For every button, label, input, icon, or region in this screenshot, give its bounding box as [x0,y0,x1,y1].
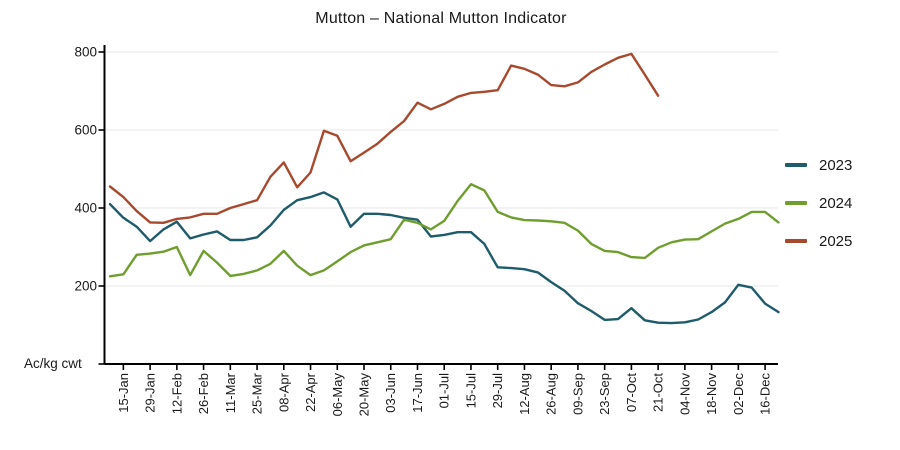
x-tick-label: 01-Jul [437,373,452,409]
legend: 2023 2024 2025 [785,146,852,260]
chart-title: Mutton – National Mutton Indicator [315,10,567,27]
y-tick-label: 800 [74,45,97,60]
legend-item-2023: 2023 [785,146,852,184]
legend-swatch-2025 [785,239,807,243]
x-tick-label: 06-May [330,373,345,417]
y-tick-label: 600 [74,123,97,138]
x-tick-label: 26-Aug [544,373,559,415]
legend-item-2024: 2024 [785,184,852,222]
x-tick-label: 29-Jan [143,373,158,413]
x-tick-label: 23-Sep [597,373,612,415]
x-tick-label: 12-Feb [169,373,184,414]
x-tick-label: 26-Feb [196,373,211,414]
series-line-2023 [108,191,780,325]
x-tick-label: 02-Dec [731,373,746,415]
legend-swatch-2024 [785,201,807,205]
x-tick-label: 08-Apr [276,372,291,412]
x-tick-label: 04-Nov [677,373,692,415]
x-tick-label: 20-May [357,373,372,417]
legend-item-2025: 2025 [785,222,852,260]
x-tick-label: 03-Jun [383,373,398,413]
x-tick-label: 15-Jul [463,373,478,409]
x-tick-label: 12-Aug [517,373,532,415]
series-line-2024 [108,182,780,278]
legend-label-2025: 2025 [819,232,853,250]
x-tick-label: 21-Oct [651,373,666,412]
x-tick-label: 16-Dec [758,373,773,415]
legend-label-2024: 2024 [819,194,853,212]
x-tick-label: 25-Mar [250,372,265,414]
x-tick-label: 11-Mar [223,372,238,413]
y-axis-unit-label: Ac/kg cwt [24,356,82,371]
x-tick-label: 29-Jul [490,373,505,409]
x-tick-label: 22-Apr [303,372,318,412]
legend-swatch-2023 [785,163,807,167]
y-tick-label: 400 [74,201,97,216]
legend-label-2023: 2023 [819,156,853,174]
x-tick-label: 07-Oct [624,373,639,412]
x-tick-label: 18-Nov [704,373,719,415]
x-tick-label: 09-Sep [570,373,585,415]
x-tick-label: 15-Jan [116,373,131,413]
y-tick-label: 200 [74,279,97,294]
series-line-2025 [108,52,660,225]
x-tick-label: 17-Jun [410,373,425,413]
